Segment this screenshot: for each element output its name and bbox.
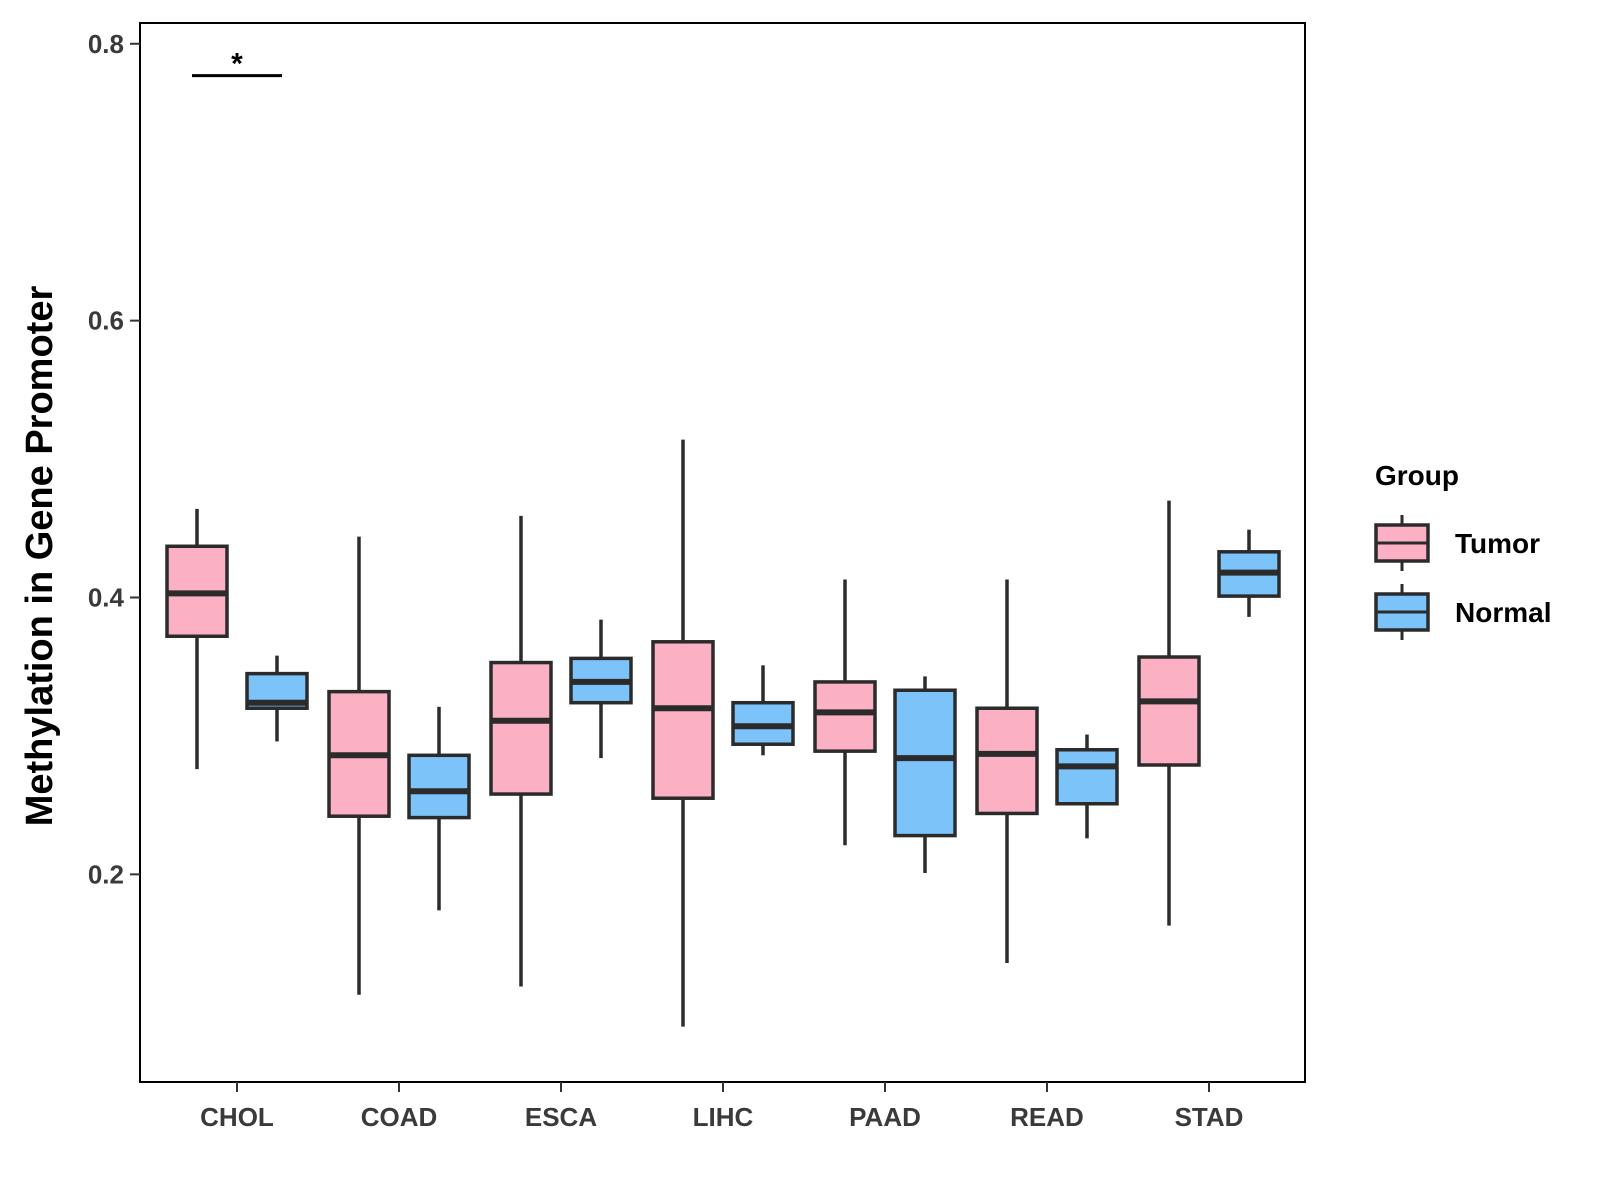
x-axis: CHOL COAD ESCA LIHC PAAD READ STAD: [200, 1082, 1243, 1132]
box-iqr: [407, 753, 471, 820]
y-tick-label: 0.6: [88, 306, 124, 336]
significance-annotations: *: [192, 48, 282, 81]
box-normal-chol: [245, 655, 309, 742]
y-axis: 0.2 0.4 0.6 0.8: [88, 29, 140, 889]
box-tumor-chol: [165, 508, 229, 770]
y-axis-title: Methylation in Gene Promoter: [19, 286, 61, 827]
box-tumor-stad: [1137, 500, 1201, 926]
box-normal-esca: [569, 619, 633, 759]
box-normal-lihc: [731, 665, 795, 756]
box-tumor-coad: [327, 536, 391, 995]
x-tick-label-stad: STAD: [1175, 1102, 1244, 1132]
significance-label: *: [231, 48, 243, 81]
legend-entry-normal: Normal: [1374, 584, 1551, 640]
y-tick-label: 0.4: [88, 582, 125, 612]
box-iqr: [651, 640, 715, 800]
box-tumor-read: [975, 579, 1039, 963]
x-tick-label-esca: ESCA: [525, 1102, 597, 1132]
box-tumor-esca: [489, 515, 553, 987]
box-iqr: [489, 660, 553, 796]
legend-label-normal: Normal: [1455, 597, 1551, 628]
x-tick-label-read: READ: [1010, 1102, 1084, 1132]
box-iqr: [975, 706, 1039, 816]
box-series-group: [165, 439, 1281, 1027]
box-normal-read: [1055, 734, 1119, 839]
box-iqr: [813, 680, 877, 753]
box-iqr: [893, 688, 957, 838]
legend-entries: Tumor Normal: [1374, 515, 1551, 640]
x-tick-label-lihc: LIHC: [693, 1102, 754, 1132]
legend: Group Tumor Normal: [1374, 460, 1551, 640]
legend-entry-tumor: Tumor: [1374, 515, 1540, 571]
box-normal-paad: [893, 676, 957, 873]
box-tumor-lihc: [651, 439, 715, 1027]
box-iqr: [1137, 655, 1201, 767]
box-normal-stad: [1217, 529, 1281, 617]
box-tumor-paad: [813, 579, 877, 846]
legend-title: Group: [1375, 460, 1459, 491]
legend-label-tumor: Tumor: [1455, 528, 1540, 559]
box-iqr: [1055, 748, 1119, 806]
x-tick-label-coad: COAD: [361, 1102, 438, 1132]
y-tick-label: 0.2: [88, 859, 124, 889]
x-tick-label-paad: PAAD: [849, 1102, 921, 1132]
y-tick-label: 0.8: [88, 29, 124, 59]
x-tick-label-chol: CHOL: [200, 1102, 274, 1132]
box-normal-coad: [407, 706, 471, 911]
